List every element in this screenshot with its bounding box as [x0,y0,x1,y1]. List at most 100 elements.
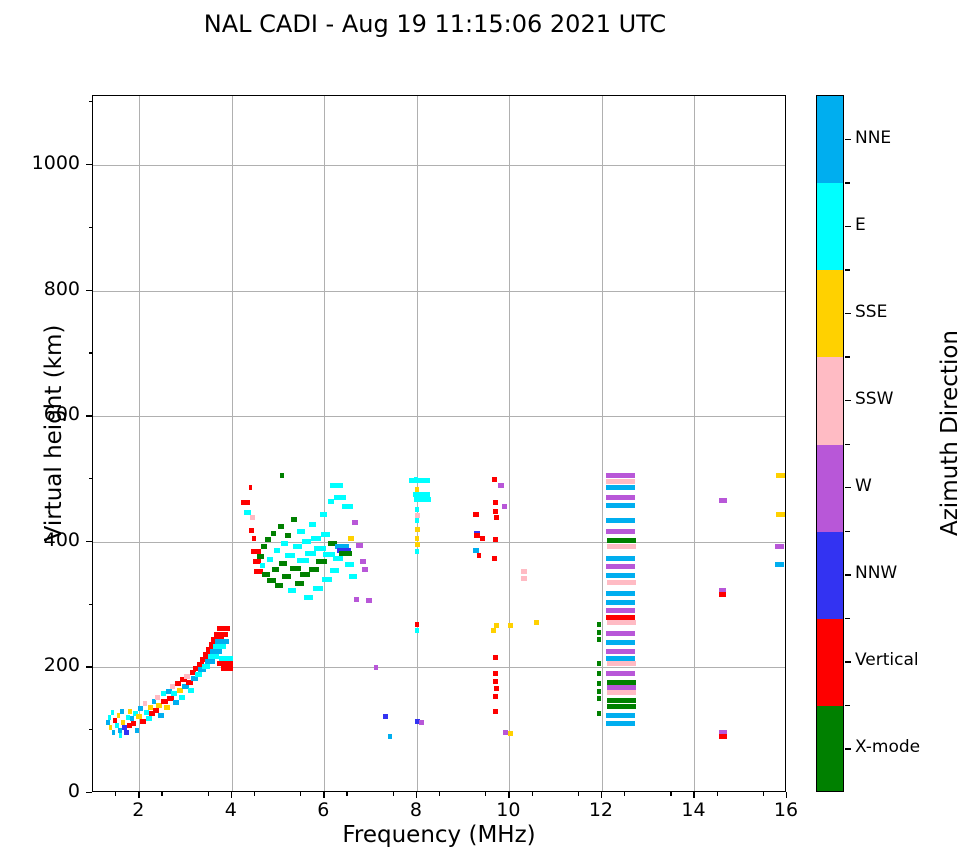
x-tick-label: 6 [317,799,330,821]
echo-mark [606,648,635,654]
echo-mark [607,544,636,550]
echo-mark [123,730,129,736]
echo-mark [136,713,143,719]
echo-mark [125,715,130,721]
echo-mark [775,511,785,517]
echo-mark [140,718,146,724]
echo-mark [285,553,296,559]
echo-mark [413,496,432,502]
echo-mark [774,561,785,567]
echo-mark [323,551,335,557]
gridline-vertical [509,96,511,791]
echo-mark [290,565,302,571]
echo-mark [414,549,420,555]
echo-mark [597,637,601,643]
echo-mark [164,705,171,711]
echo-mark [606,555,635,561]
echo-mark [119,708,124,714]
echo-mark [352,520,358,526]
gridline-horizontal [93,667,785,669]
echo-mark [180,677,187,683]
colorbar-tick [845,225,851,228]
echo-mark [281,574,292,580]
x-minor-tick [670,792,672,796]
echo-mark [120,720,126,726]
x-tick-mark [693,792,695,798]
colorbar-segment-w [817,444,843,532]
echo-mark [270,530,277,536]
echo-mark [259,563,266,569]
echo-mark [414,506,420,512]
x-minor-tick [392,792,394,796]
y-minor-tick [88,101,92,103]
x-tick-label: 10 [496,799,521,821]
echo-mark [383,713,388,719]
echo-mark [606,631,635,636]
plot-area [92,95,786,792]
x-tick-label: 16 [773,799,799,821]
colorbar-segment-ssw [817,357,843,445]
echo-mark [497,482,505,488]
y-tick-mark [86,289,92,292]
x-axis-label: Frequency (MHz) [342,822,536,848]
echo-mark [308,521,316,527]
echo-mark [266,556,273,562]
echo-mark [474,530,480,536]
echo-mark [167,696,174,702]
echo-mark [161,698,168,704]
x-tick-mark [508,792,510,798]
echo-mark [171,691,178,697]
echo-mark [360,559,366,565]
echo-mark [106,720,111,726]
echo-mark [492,708,499,714]
echo-mark [597,711,601,717]
x-minor-tick [716,792,718,796]
echo-mark [309,566,320,572]
echo-mark [597,671,601,677]
echo-mark [173,700,180,706]
echo-mark [275,583,283,589]
colorbar-boundary-tick [845,356,850,358]
echo-mark [607,538,636,544]
echo-mark [265,536,271,542]
echo-mark [492,500,499,506]
echo-mark [191,676,199,682]
echo-mark [244,510,251,516]
gridline-vertical [324,96,326,791]
echo-mark [415,718,421,724]
colorbar-segment-nnw [817,531,843,619]
colorbar-label-nne: NNE [855,127,892,148]
echo-mark [108,725,113,731]
echo-mark [491,628,496,634]
echo-mark [473,548,480,554]
echo-mark [329,568,340,574]
echo-mark [606,485,635,491]
x-tick-mark [786,792,788,798]
echo-mark [336,548,351,554]
y-tick-label: 400 [43,528,80,551]
echo-mark [204,658,215,664]
echo-mark [606,564,635,570]
echo-mark [718,588,726,594]
echo-mark [207,653,219,659]
colorbar-tick [845,138,851,140]
echo-mark [520,575,528,581]
echo-mark [349,574,357,580]
x-minor-tick [762,792,765,796]
echo-mark [248,528,254,534]
echo-mark [719,730,727,736]
echo-mark [502,504,508,510]
echo-mark [329,482,343,488]
colorbar-segment-sse [817,270,843,358]
echo-mark [114,722,120,728]
echo-mark [606,614,635,620]
data-layer [93,96,785,791]
y-tick-label: 1000 [31,152,80,175]
echo-mark [285,533,292,539]
echo-mark [184,673,191,679]
echo-mark [415,526,421,532]
echo-mark [185,679,193,685]
echo-mark [327,499,335,505]
x-minor-tick [531,792,533,796]
echo-mark [347,535,355,541]
